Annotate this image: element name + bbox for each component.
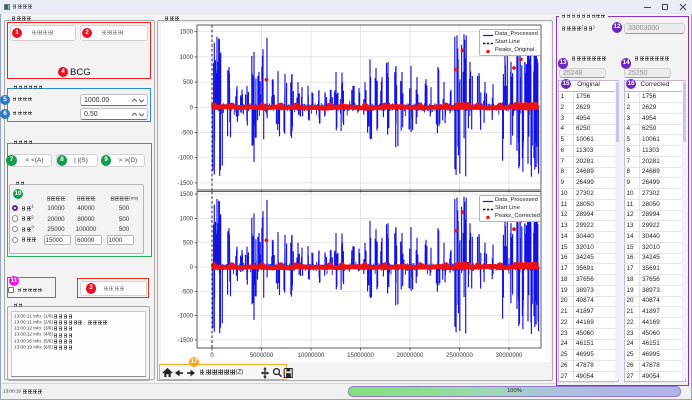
svg-text:15000000: 15000000 <box>347 353 374 359</box>
svg-text:-500: -500 <box>181 131 194 137</box>
svg-text:500: 500 <box>183 80 194 86</box>
svg-text:1000: 1000 <box>180 55 194 61</box>
svg-text:0: 0 <box>190 105 194 111</box>
svg-text:30000000: 30000000 <box>496 353 523 359</box>
svg-text:-1500: -1500 <box>178 338 194 344</box>
svg-text:-1500: -1500 <box>178 181 194 187</box>
svg-text:0: 0 <box>210 353 214 359</box>
svg-text:10000000: 10000000 <box>298 353 325 359</box>
svg-text:-500: -500 <box>181 289 194 295</box>
svg-text:5000000: 5000000 <box>250 353 274 359</box>
svg-text:1500: 1500 <box>180 192 194 198</box>
svg-text:-1000: -1000 <box>178 314 194 320</box>
svg-text:1500: 1500 <box>180 30 194 36</box>
svg-text:-1000: -1000 <box>178 156 194 162</box>
svg-text:0: 0 <box>190 265 194 271</box>
svg-text:1000: 1000 <box>180 216 194 222</box>
svg-text:500: 500 <box>183 241 194 247</box>
svg-text:25000000: 25000000 <box>446 353 473 359</box>
svg-text:20000000: 20000000 <box>397 353 424 359</box>
